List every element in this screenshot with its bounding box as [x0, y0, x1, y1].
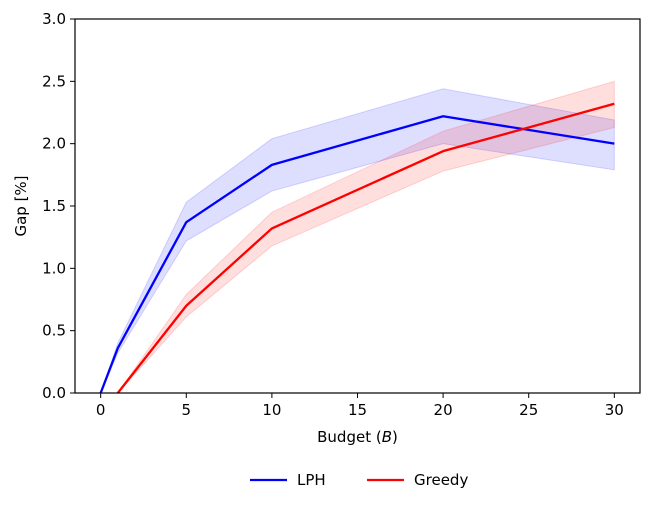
y-tick-label: 0.0 [42, 384, 66, 402]
legend-label-greedy: Greedy [414, 471, 468, 489]
legend-label-lph: LPH [297, 471, 326, 489]
y-axis-label: Gap [%] [12, 175, 30, 236]
x-tick-label: 10 [262, 401, 281, 419]
x-axis-label-text: Budget ( [317, 428, 382, 446]
x-tick-label: 15 [348, 401, 367, 419]
x-tick-label: 25 [519, 401, 538, 419]
x-axis: 0 5 10 15 20 25 30 [96, 393, 624, 419]
y-tick-label: 2.5 [42, 72, 66, 90]
series-lines [99, 102, 615, 394]
band-lph [100, 88, 615, 394]
y-tick-label: 1.0 [42, 259, 66, 277]
line-greedy [116, 102, 615, 394]
y-axis: 0.0 0.5 1.0 1.5 2.0 2.5 3.0 [42, 10, 75, 402]
x-axis-label-close: ) [392, 428, 398, 446]
x-tick-label: 20 [434, 401, 453, 419]
line-lph [99, 115, 615, 394]
y-tick-label: 1.5 [42, 197, 66, 215]
x-axis-label: Budget (B) [317, 428, 398, 446]
x-tick-label: 30 [605, 401, 624, 419]
x-tick-label: 0 [96, 401, 106, 419]
y-tick-label: 3.0 [42, 10, 66, 28]
y-tick-label: 2.0 [42, 135, 66, 153]
x-tick-label: 5 [182, 401, 192, 419]
legend: LPH Greedy [250, 471, 468, 489]
x-axis-label-variable: B [382, 428, 392, 446]
y-tick-label: 0.5 [42, 322, 66, 340]
